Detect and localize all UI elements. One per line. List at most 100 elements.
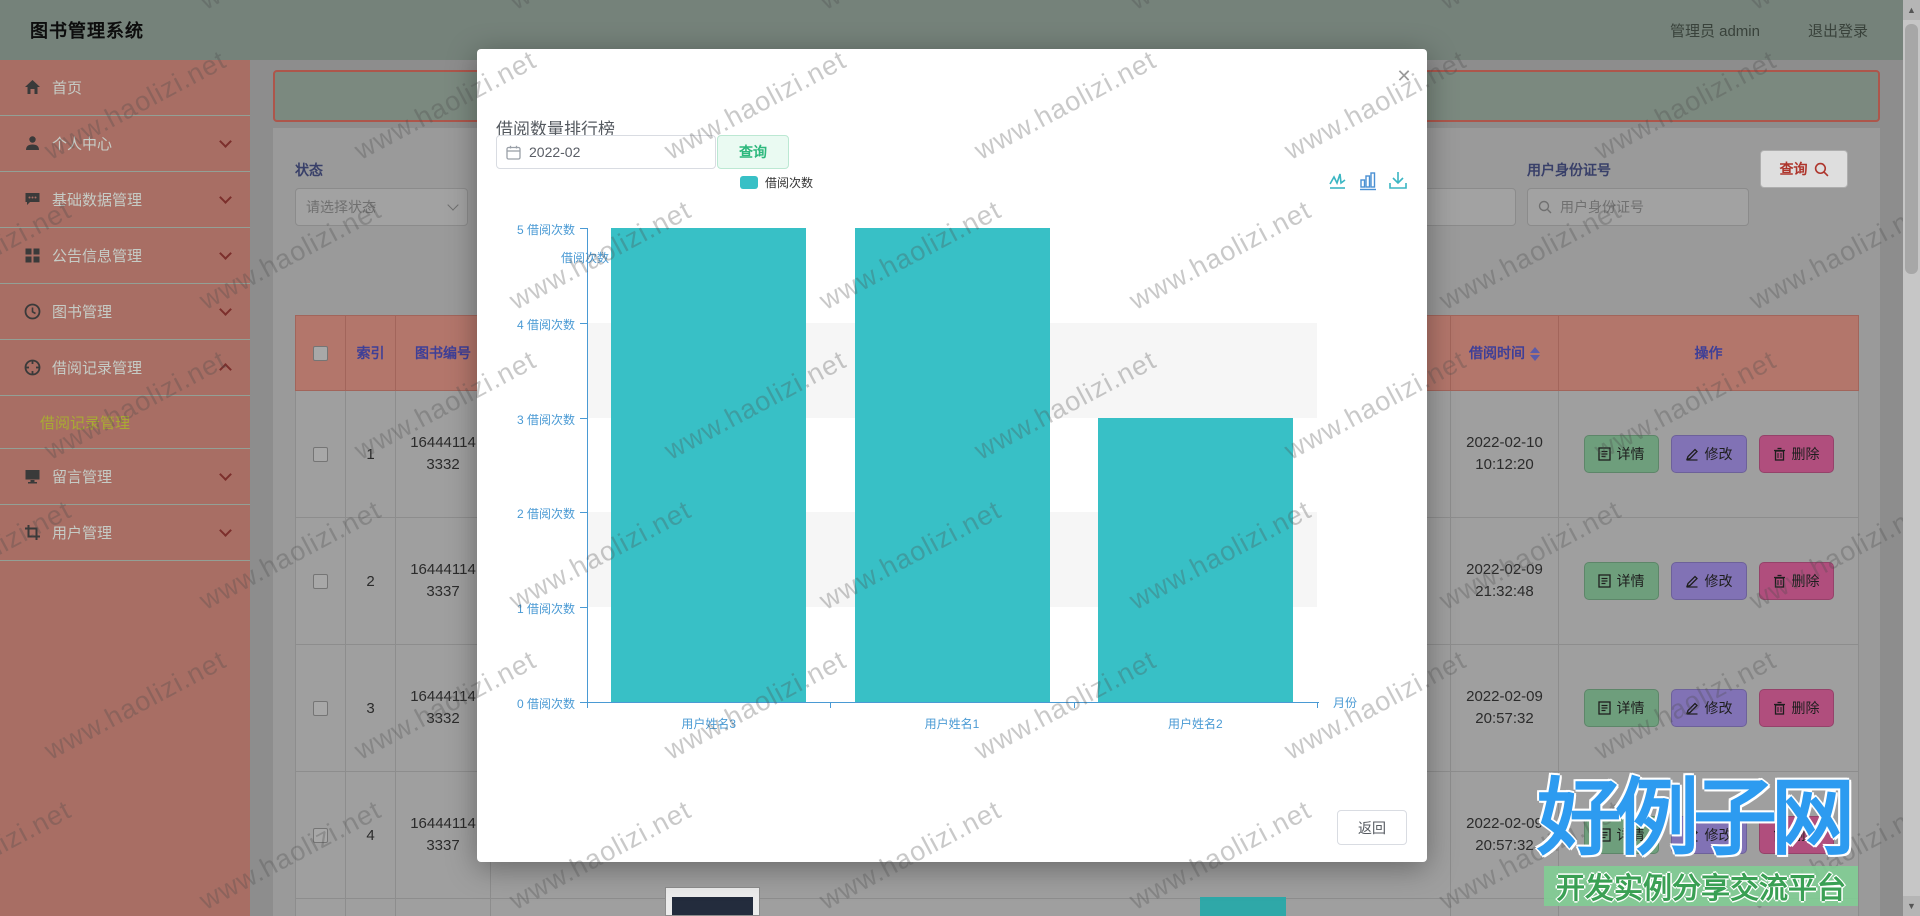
status-select[interactable]: 请选择状态 <box>295 188 468 226</box>
chevron-down-icon <box>219 247 232 260</box>
haolizi-logo: 好例子网 <box>1537 768 1855 867</box>
sidebar-item-2[interactable]: 个人中心 <box>0 116 250 172</box>
line-chart-icon[interactable] <box>1329 171 1347 191</box>
delete-button[interactable]: 删除 <box>1758 435 1834 473</box>
chart-toolbox <box>1329 171 1407 191</box>
chart-legend[interactable]: 借阅次数 <box>740 174 813 191</box>
checkbox[interactable] <box>313 827 328 843</box>
checkbox[interactable] <box>313 700 328 716</box>
delete-button[interactable]: 删除 <box>1758 689 1834 727</box>
comment-icon <box>25 193 40 205</box>
row-actions: 详情 修改 删除 <box>1558 390 1859 518</box>
y-tick-label: 3 借阅次数 <box>516 412 575 427</box>
trash-icon <box>1773 447 1785 461</box>
trash-icon <box>1773 574 1785 588</box>
delete-button[interactable]: 删除 <box>1758 562 1834 600</box>
scrollbar-thumb[interactable] <box>1905 24 1918 274</box>
document-icon <box>1597 701 1611 715</box>
sort-caret-icon[interactable] <box>1530 347 1540 362</box>
pencil-icon <box>1685 448 1698 461</box>
y-tick-label: 1 借阅次数 <box>516 602 575 617</box>
sidebar-item-8[interactable]: 用户管理 <box>0 505 250 561</box>
bar-chart-icon[interactable] <box>1359 171 1377 191</box>
calendar-icon <box>506 145 521 160</box>
bar-用户姓名1[interactable] <box>854 228 1050 702</box>
edit-button[interactable]: 修改 <box>1670 435 1747 473</box>
row-select-cell[interactable] <box>295 390 346 518</box>
scroll-down-button[interactable]: ▼ <box>1903 896 1920 916</box>
chevron-down-icon <box>219 524 232 537</box>
delete-button[interactable]: 删除 <box>1758 816 1834 854</box>
download-icon[interactable] <box>1389 171 1407 191</box>
row-book-no: 16444114 3337 <box>395 517 491 645</box>
crop-icon <box>25 525 40 540</box>
row-borrow-time: 2022-02-10 10:12:20 <box>1450 390 1559 518</box>
checkbox[interactable] <box>313 446 328 462</box>
scroll-up-button[interactable]: ▲ <box>1903 0 1920 20</box>
sidebar-item-3[interactable]: 基础数据管理 <box>0 172 250 228</box>
close-icon[interactable]: ✕ <box>1396 66 1412 86</box>
y-tick-label: 2 借阅次数 <box>516 507 575 522</box>
id-card-input[interactable]: 用户身份证号 <box>1527 188 1749 226</box>
row-select-cell[interactable] <box>295 771 346 899</box>
chevron-down-icon <box>219 135 232 148</box>
detail-button[interactable]: 详情 <box>1583 816 1659 854</box>
y-tick-label: 4 借阅次数 <box>516 317 575 332</box>
query-button[interactable]: 查询 <box>1760 150 1848 188</box>
detail-button[interactable]: 详情 <box>1583 689 1659 727</box>
checkbox[interactable] <box>313 345 328 361</box>
sidebar-item-4[interactable]: 公告信息管理 <box>0 228 250 284</box>
search-icon <box>1538 200 1552 214</box>
sidebar-item-6[interactable]: 借阅记录管理 <box>0 340 250 396</box>
row-index: 2 <box>345 517 396 645</box>
col-borrow-time[interactable]: 借阅时间 <box>1450 315 1559 391</box>
edit-button[interactable]: 修改 <box>1670 689 1747 727</box>
sidebar-item-1[interactable]: 首页 <box>0 60 250 116</box>
row-actions: 详情 修改 删除 <box>1558 644 1859 772</box>
row-index: 3 <box>345 644 396 772</box>
row-borrow-time: 2022-02-09 21:32:48 <box>1450 517 1559 645</box>
sidebar: 首页 个人中心 基础数据管理 公告信息管理 图书管理 借阅记录管理 借阅记录管理 留言管理 用户… <box>0 60 250 916</box>
row-borrow-time: 2022-02-09 20:57:32 <box>1450 644 1559 772</box>
row-select-cell[interactable] <box>295 644 346 772</box>
book-cover-image <box>665 887 760 916</box>
col-book-no: 图书编号 <box>395 315 491 391</box>
back-button[interactable]: 返回 <box>1337 810 1407 845</box>
select-all-header[interactable] <box>295 315 346 391</box>
sidebar-subitem-borrow-records[interactable]: 借阅记录管理 <box>0 396 250 449</box>
month-picker-input[interactable]: 2022-02 <box>496 135 716 169</box>
trash-icon <box>1773 701 1785 715</box>
x-axis-title: 月份 <box>1333 696 1358 710</box>
document-icon <box>1597 828 1611 842</box>
chevron-down-icon <box>447 199 459 211</box>
edit-button[interactable]: 修改 <box>1670 562 1747 600</box>
dialog-title: 借阅数量排行榜 <box>496 120 615 139</box>
haolizi-banner: 开发实例分享交流平台 <box>1544 866 1858 906</box>
bar-chart: 0 借阅次数 1 借阅次数 2 借阅次数 3 借阅次数 4 借阅次数 5 借阅次数 用户姓名… <box>477 219 1427 759</box>
checkbox[interactable] <box>313 573 328 589</box>
search-icon <box>1814 162 1828 176</box>
app-title: 图书管理系统 <box>30 21 144 41</box>
chart-query-button[interactable]: 查询 <box>717 135 789 169</box>
chevron-down-icon <box>219 468 232 481</box>
edit-button[interactable]: 修改 <box>1670 816 1747 854</box>
bar-用户姓名3[interactable] <box>611 228 807 702</box>
y-axis-line <box>587 228 588 702</box>
grid-icon <box>25 248 40 263</box>
logout-link[interactable]: 退出登录 <box>1807 22 1868 40</box>
row-select-cell[interactable] <box>295 517 346 645</box>
home-icon <box>25 80 40 94</box>
user-icon <box>26 136 39 150</box>
row-index: 4 <box>345 771 396 899</box>
detail-button[interactable]: 详情 <box>1583 435 1659 473</box>
bar-用户姓名2[interactable] <box>1097 417 1293 702</box>
sidebar-item-5[interactable]: 图书管理 <box>0 284 250 340</box>
detail-button[interactable]: 详情 <box>1583 562 1659 600</box>
vertical-scrollbar[interactable]: ▲ ▼ <box>1903 0 1920 916</box>
sidebar-item-7[interactable]: 留言管理 <box>0 449 250 505</box>
status-filter-label: 状态 <box>295 162 323 178</box>
legend-swatch <box>740 176 758 189</box>
row-borrow-time: 2022-02-09 20:57:32 <box>1450 771 1559 899</box>
x-axis-line <box>587 702 1319 703</box>
